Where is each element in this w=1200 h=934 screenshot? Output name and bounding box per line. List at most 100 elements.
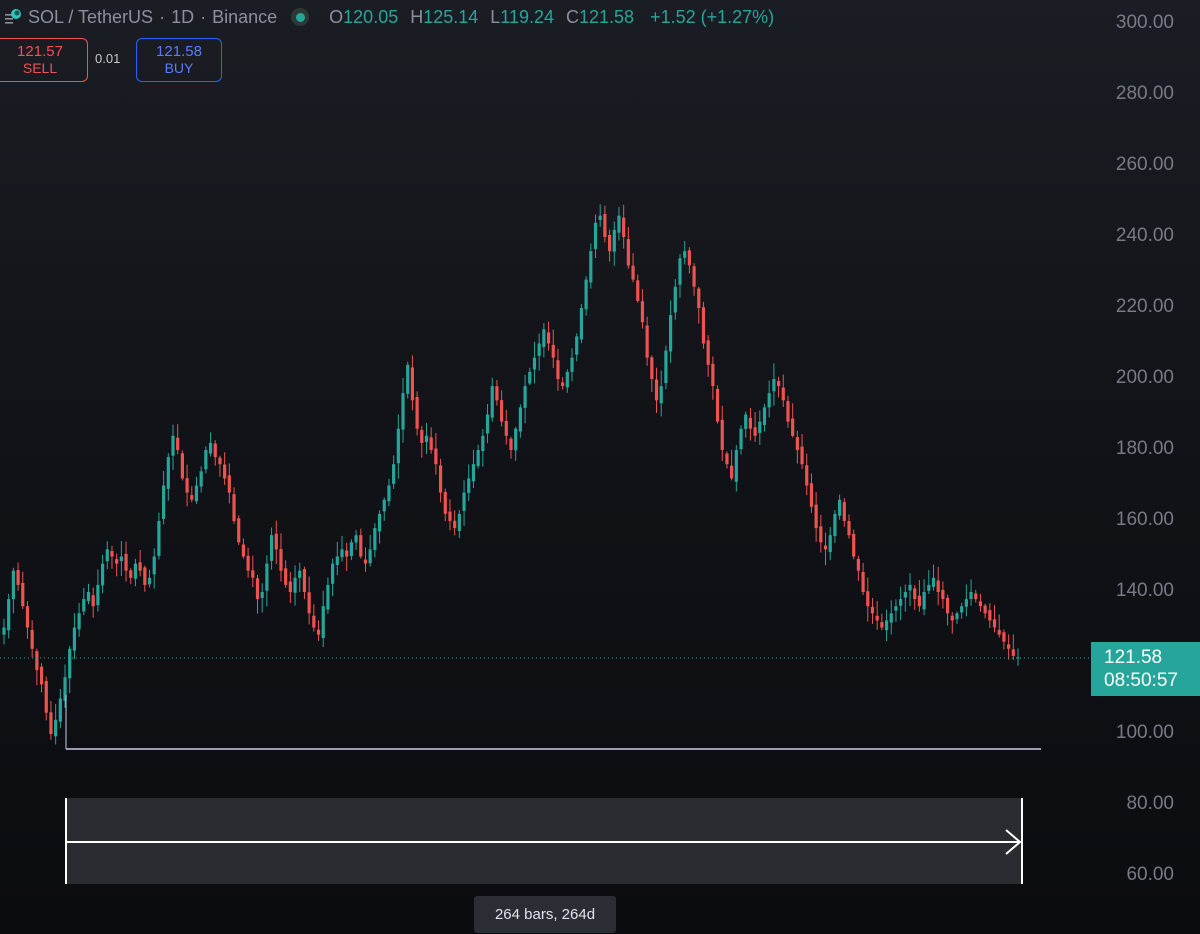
sell-price: 121.57 — [17, 43, 63, 60]
buy-button[interactable]: 121.58 BUY — [136, 38, 222, 82]
price-scale-label: 140.00 — [1115, 580, 1174, 601]
last-price-value: 121.58 — [1104, 647, 1163, 668]
candle-body — [593, 222, 598, 249]
candle-body — [589, 251, 593, 283]
candle-body — [490, 386, 494, 418]
candle-body — [542, 329, 546, 347]
candle-body — [251, 570, 255, 578]
candle-body — [16, 570, 20, 585]
candle-body — [805, 465, 809, 486]
candle-body — [30, 629, 34, 649]
date-range-tooltip: 264 bars, 264d — [474, 896, 616, 933]
candle-body — [152, 556, 156, 575]
candle-body — [401, 393, 405, 430]
candle-body — [162, 485, 166, 519]
candle-body — [485, 414, 490, 434]
candle-body — [124, 553, 128, 571]
candle-body — [875, 615, 879, 621]
candle-body — [847, 521, 851, 536]
candle-body — [969, 592, 973, 599]
candle-body — [377, 513, 382, 532]
candle-body — [359, 535, 363, 557]
price-scale-label: 180.00 — [1115, 438, 1174, 459]
candle-body — [819, 526, 823, 543]
candle-body — [232, 494, 236, 521]
sell-button[interactable]: 121.57 SELL — [0, 38, 88, 82]
candle-body — [171, 435, 175, 456]
market-status-icon[interactable] — [291, 8, 310, 26]
candle-body — [899, 599, 903, 606]
candle-body — [2, 627, 6, 635]
candle-body — [546, 332, 551, 344]
candle-body — [434, 448, 438, 465]
symbol-name[interactable]: SOL / TetherUS — [28, 6, 154, 27]
sell-label: SELL — [22, 60, 58, 76]
menu-icon[interactable] — [4, 8, 22, 26]
candle-body — [284, 568, 288, 585]
candle-body — [603, 213, 607, 237]
price-scale-label: 280.00 — [1115, 83, 1174, 104]
candle-body — [504, 420, 508, 436]
candle-body — [185, 478, 189, 493]
candle-body — [424, 435, 429, 443]
candle-body — [734, 450, 738, 482]
separator-dot: · — [159, 6, 166, 27]
candle-body — [711, 363, 715, 387]
candle-body — [523, 386, 527, 408]
candle-body — [528, 371, 532, 384]
candle-body — [476, 450, 480, 466]
chart-legend: SOL / TetherUS · 1D · Binance O120.05 H1… — [4, 5, 774, 29]
candle-body — [556, 360, 560, 379]
candle-body — [852, 533, 856, 557]
candle-body — [612, 229, 616, 252]
candle-body — [96, 584, 100, 606]
candle-body — [415, 397, 419, 429]
candle-body — [223, 464, 227, 479]
candle-body — [758, 421, 762, 434]
candle-body — [340, 549, 344, 558]
price-scale-label: 100.00 — [1115, 722, 1174, 743]
candle-body — [814, 504, 818, 529]
candle-body — [894, 606, 898, 611]
candle-body — [180, 453, 184, 479]
candle-body — [795, 437, 799, 450]
candle-body — [199, 471, 203, 487]
candle-body — [823, 545, 828, 550]
candle-body — [692, 266, 696, 287]
bar-countdown: 08:50:57 — [1104, 670, 1178, 691]
candle-body — [706, 340, 710, 365]
candle-body — [828, 535, 832, 553]
candle-body — [39, 666, 44, 685]
candle-body — [913, 588, 917, 600]
candle-body — [715, 388, 720, 422]
candle-body — [194, 485, 199, 502]
candle-body — [119, 556, 123, 562]
candle-body — [495, 386, 499, 401]
candle-body — [1007, 644, 1011, 649]
exchange-label[interactable]: Binance — [212, 6, 278, 27]
candle-body — [406, 364, 410, 394]
candle-body — [49, 712, 53, 734]
candle-body — [326, 584, 330, 610]
candle-body — [100, 563, 105, 586]
candle-body — [331, 563, 335, 584]
candle-body — [63, 677, 67, 701]
candle-body — [293, 577, 297, 593]
candle-body — [110, 551, 114, 557]
interval-label[interactable]: 1D — [171, 6, 195, 27]
ohlc-high: H125.14 — [410, 6, 479, 27]
candlestick-series[interactable] — [2, 204, 1020, 745]
candle-body — [7, 599, 11, 631]
candle-body — [471, 464, 476, 482]
candle-body — [678, 258, 682, 285]
candle-body — [791, 418, 795, 436]
candle-body — [978, 601, 983, 607]
candle-body — [166, 457, 170, 489]
candle-body — [420, 429, 424, 443]
candle-body — [237, 518, 241, 543]
candle-body — [91, 595, 95, 607]
price-change: +1.52 (+1.27%) — [650, 6, 775, 27]
candle-body — [842, 502, 846, 521]
candle-body — [269, 535, 274, 561]
